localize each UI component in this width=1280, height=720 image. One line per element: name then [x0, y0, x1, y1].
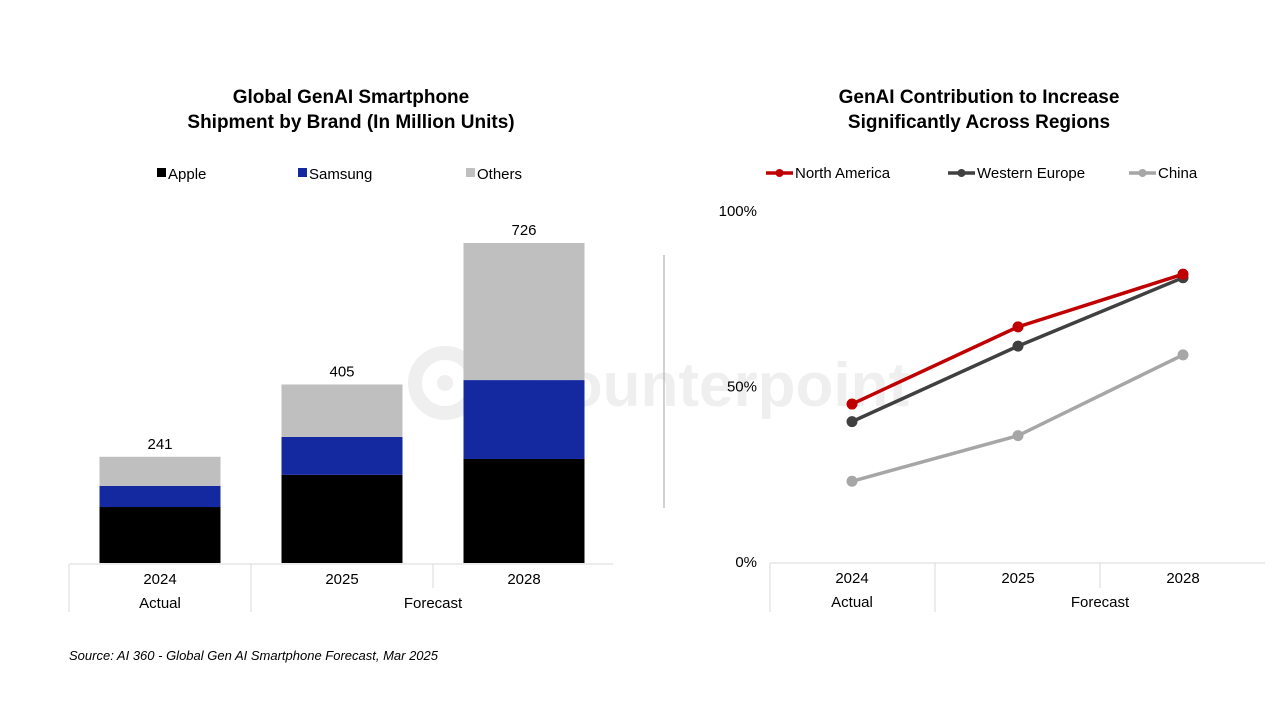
legend-marker-china [1138, 169, 1147, 177]
total-label-2028: 726 [511, 222, 536, 239]
legend-label-western-europe: Western Europe [977, 165, 1085, 182]
bar-apple-2025 [281, 474, 403, 563]
legend-label-others: Others [477, 166, 522, 183]
legend-label-north-america: North America [795, 165, 891, 182]
point-north-america-2028 [1177, 268, 1189, 280]
y-tick-0pct: 0% [735, 554, 757, 571]
point-north-america-2024 [846, 398, 858, 410]
bar-legend: Apple Samsung Others [157, 166, 522, 183]
x-tick-2024: 2024 [835, 570, 868, 587]
line-chart-title-line2: Significantly Across Regions [848, 112, 1110, 133]
x-tick-2028: 2028 [1166, 570, 1199, 587]
point-china-2028 [1177, 349, 1189, 361]
legend-swatch-samsung [298, 168, 307, 177]
point-western-europe-2025 [1012, 340, 1024, 352]
line-plot: 0% 50% 100% 2024 2025 2028 Actual Forecast [719, 203, 1265, 612]
bar-apple-2024 [99, 507, 221, 563]
bar-samsung-2028 [463, 380, 585, 459]
legend-marker-western-europe [957, 169, 966, 177]
source-note: Source: AI 360 - Global Gen AI Smartphon… [69, 648, 439, 663]
bar-chart-title-line1: Global GenAI Smartphone [233, 87, 469, 108]
total-label-2024: 241 [147, 436, 172, 453]
legend-marker-north-america [775, 169, 784, 177]
group-label-forecast: Forecast [404, 595, 463, 612]
point-china-2025 [1012, 430, 1024, 442]
legend-swatch-others [466, 168, 475, 177]
legend-label-china: China [1158, 165, 1198, 182]
bar-samsung-2024 [99, 485, 221, 508]
y-tick-100pct: 100% [719, 203, 757, 220]
point-north-america-2025 [1012, 321, 1024, 333]
x-tick-2025: 2025 [325, 571, 358, 588]
bar-apple-2028 [463, 458, 585, 563]
bar-plot: 241 2024 405 2025 726 2028 Actual Forecast [68, 222, 613, 612]
x-tick-2024: 2024 [143, 571, 176, 588]
total-label-2025: 405 [329, 363, 354, 380]
group-label-actual: Actual [139, 595, 181, 612]
y-tick-50pct: 50% [727, 379, 757, 396]
line-chart-title-line1: GenAI Contribution to Increase [839, 87, 1120, 108]
bar-samsung-2025 [281, 436, 403, 475]
bar-others-2025 [281, 384, 403, 437]
x-tick-2028: 2028 [507, 571, 540, 588]
point-western-europe-2024 [846, 416, 858, 428]
bar-others-2028 [463, 243, 585, 381]
watermark: Counterpoint [408, 346, 909, 420]
point-china-2024 [846, 475, 858, 487]
watermark-text: Counterpoint [520, 351, 909, 420]
group-label-actual: Actual [831, 594, 873, 611]
legend-swatch-apple [157, 168, 166, 177]
bar-others-2024 [99, 456, 221, 486]
group-label-forecast: Forecast [1071, 594, 1130, 611]
x-tick-2025: 2025 [1001, 570, 1034, 587]
legend-label-apple: Apple [168, 166, 206, 183]
line-legend: North America Western Europe China [766, 165, 1198, 182]
bar-chart-title-line2: Shipment by Brand (In Million Units) [187, 112, 514, 133]
legend-label-samsung: Samsung [309, 166, 372, 183]
